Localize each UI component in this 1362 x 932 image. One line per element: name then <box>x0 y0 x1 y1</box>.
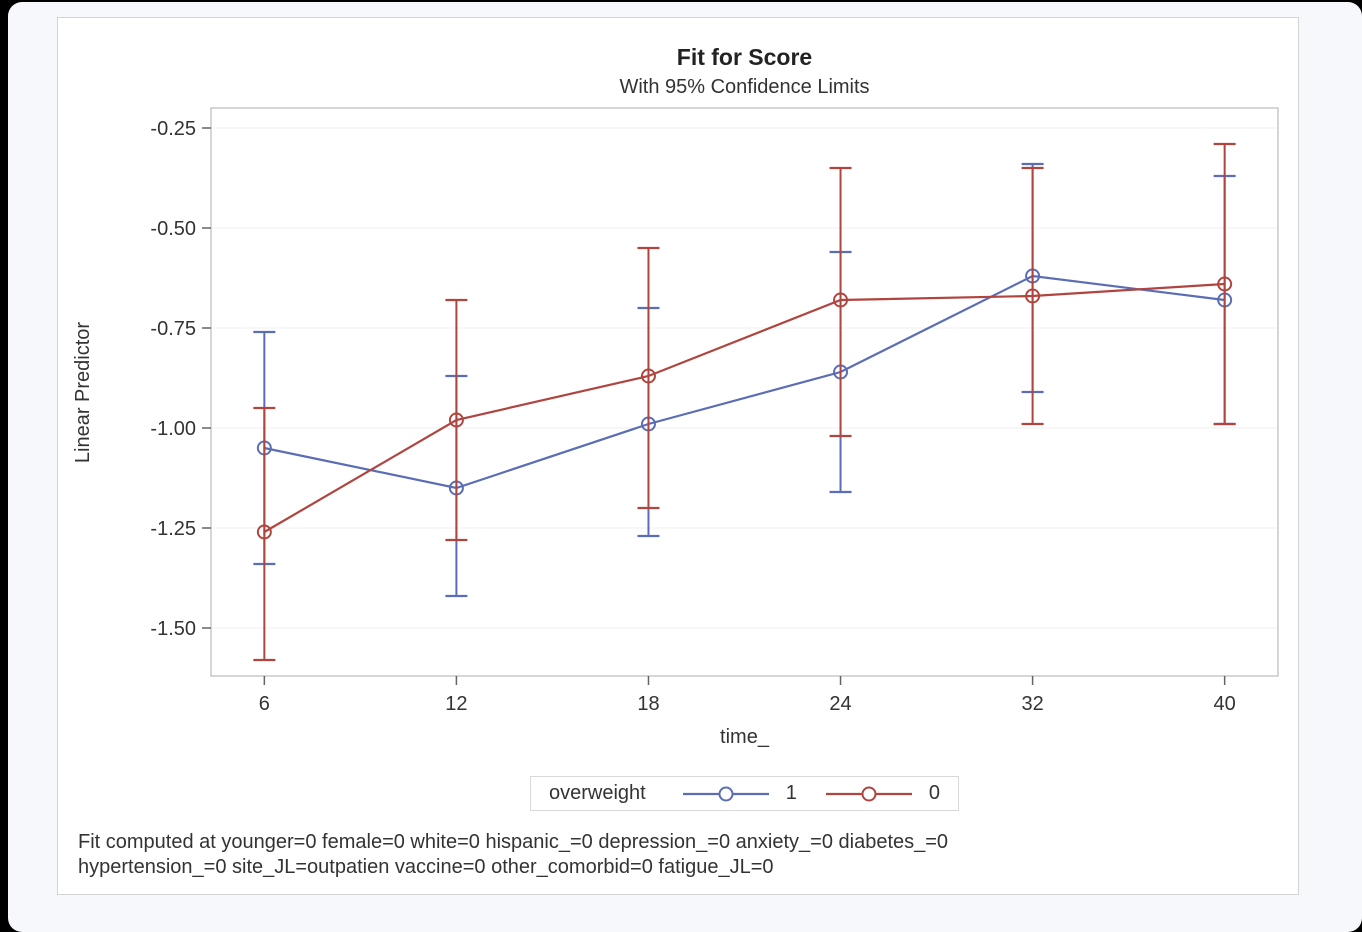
chart-subtitle: With 95% Confidence Limits <box>619 76 870 98</box>
y-tick-label: -0.50 <box>150 218 196 240</box>
chart-title: Fit for Score <box>676 44 813 70</box>
y-tick-label: -0.25 <box>150 118 196 140</box>
footnote-line-1: Fit computed at younger=0 female=0 white… <box>78 831 949 853</box>
legend-box: overweight 1 0 <box>530 776 959 811</box>
series-line-0 <box>263 282 1225 533</box>
data-point-marker-0 <box>448 412 464 428</box>
legend: overweight 1 0 <box>211 776 1278 811</box>
y-tick-label: -1.00 <box>150 418 196 440</box>
legend-line-sample-1 <box>682 786 769 801</box>
x-tick-label: 18 <box>637 693 659 715</box>
data-point-marker-0 <box>256 524 272 540</box>
legend-title: overweight <box>549 782 646 804</box>
footnote-line-2: hypertension_=0 site_JL=outpatien vaccin… <box>78 856 774 878</box>
series-line-1 <box>264 274 1225 490</box>
chart-panel: Fit for Score With 95% Confidence Limits… <box>57 17 1299 895</box>
figure-page: Fit for Score With 95% Confidence Limits… <box>8 2 1362 932</box>
x-tick-label: 32 <box>1021 693 1043 715</box>
legend-value-1: 1 <box>785 782 797 804</box>
footnote: Fit computed at younger=0 female=0 white… <box>78 830 1258 880</box>
plot-canvas: -0.25 -0.50 -0.75 -1.00 -1.25 -1.50 6 12 18 24 32 4… <box>150 107 1279 715</box>
data-point-marker-0 <box>1217 276 1233 292</box>
y-tick-label: -1.50 <box>150 618 196 640</box>
x-axis-title: time_ <box>720 726 769 748</box>
y-tick-label: -0.75 <box>150 318 196 340</box>
plot-border <box>210 107 1279 677</box>
data-point-marker-0 <box>833 292 849 308</box>
legend-item-0: 0 <box>823 782 940 805</box>
y-tick-label: -1.25 <box>150 518 196 540</box>
x-tick-label: 40 <box>1214 693 1236 715</box>
data-point-marker-0 <box>640 368 656 384</box>
data-point-marker-0 <box>1025 288 1041 304</box>
legend-item-1: 1 <box>680 782 797 805</box>
x-tick-label: 24 <box>829 693 851 715</box>
legend-value-0: 0 <box>928 782 940 804</box>
legend-line-sample-0 <box>825 786 912 801</box>
x-tick-label: 12 <box>445 693 467 715</box>
x-tick-label: 6 <box>259 693 270 715</box>
